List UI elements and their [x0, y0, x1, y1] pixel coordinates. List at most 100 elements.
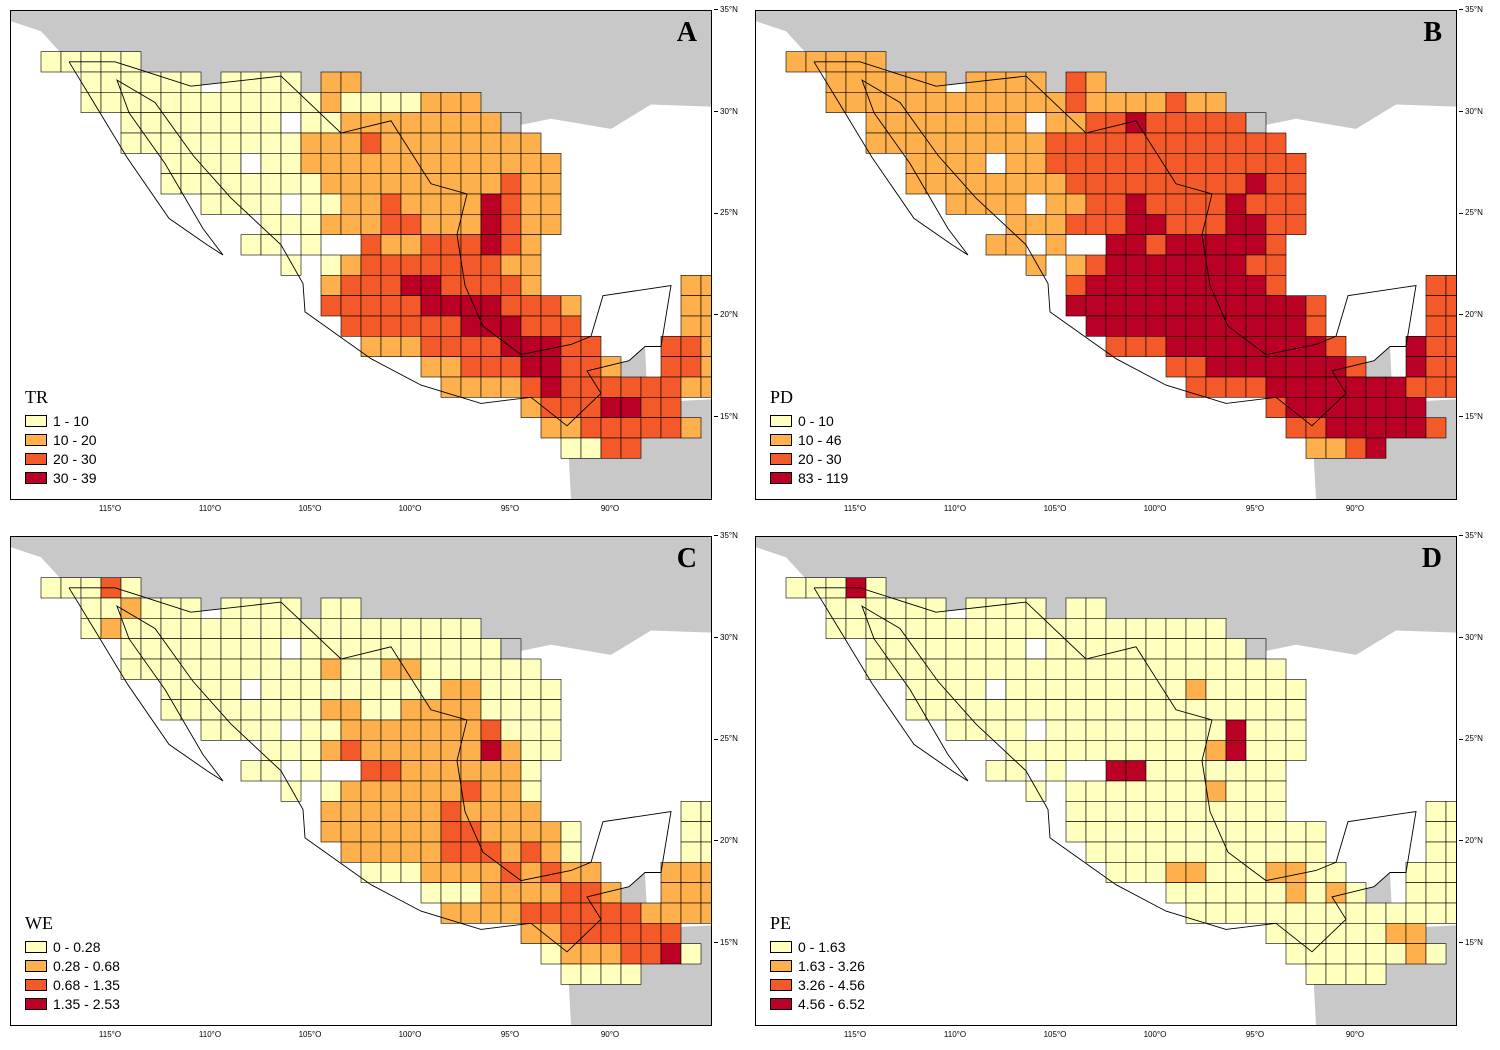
grid-cell	[520, 254, 542, 276]
grid-cell	[1205, 719, 1227, 741]
longitude-tick-label: 115°O	[843, 1030, 867, 1039]
legend-item: 0.28 - 0.68	[25, 956, 120, 975]
grid-cell	[1445, 841, 1456, 863]
grid-cell	[320, 699, 342, 721]
grid-cell	[480, 821, 502, 843]
grid-cell	[1345, 376, 1367, 398]
legend-swatch	[25, 978, 47, 991]
grid-cell	[965, 132, 987, 154]
grid-cell	[580, 396, 602, 418]
grid-cell	[540, 719, 562, 741]
grid-cell	[540, 821, 562, 843]
grid-cell	[1165, 780, 1187, 802]
grid-cell	[885, 92, 907, 113]
grid-cell	[640, 902, 662, 924]
grid-cell	[360, 821, 382, 843]
grid-cell	[1205, 841, 1227, 863]
grid-cell	[1405, 396, 1427, 418]
grid-cell	[1045, 193, 1067, 215]
grid-cell	[1265, 234, 1287, 256]
legend: PE 0 - 1.63 1.63 - 3.26 3.26 - 4.56 4.56…	[770, 913, 865, 1013]
grid-cell	[200, 719, 222, 741]
legend-swatch	[25, 414, 47, 427]
grid-cell	[320, 193, 342, 215]
grid-cell	[1365, 902, 1387, 924]
grid-cell	[40, 51, 62, 73]
grid-cell	[1225, 719, 1247, 741]
grid-cell	[160, 658, 182, 680]
grid-cell	[540, 315, 562, 337]
grid-cell	[1085, 740, 1107, 761]
grid-cell	[1025, 173, 1047, 195]
grid-cell	[540, 943, 562, 965]
grid-cell	[560, 841, 582, 863]
grid-cell	[1225, 740, 1247, 761]
grid-cell	[560, 396, 582, 418]
grid-cell	[1145, 214, 1167, 235]
grid-cell	[1305, 922, 1327, 944]
grid-cell	[180, 71, 202, 93]
grid-cell	[440, 882, 462, 904]
grid-cell	[1025, 658, 1047, 680]
grid-cell	[1185, 679, 1207, 700]
grid-cell	[1085, 153, 1107, 174]
grid-cell	[220, 679, 242, 700]
legend-label: 0 - 0.28	[53, 938, 101, 955]
grid-cell	[1245, 112, 1267, 134]
grid-cell	[1405, 943, 1427, 965]
grid-cell	[1085, 71, 1107, 93]
grid-cell	[400, 92, 422, 113]
grid-cell	[480, 214, 502, 235]
grid-cell	[1105, 638, 1127, 660]
grid-cell	[1045, 658, 1067, 680]
grid-cell	[340, 780, 362, 802]
grid-cell	[360, 274, 382, 296]
grid-cell	[540, 861, 562, 883]
grid-cell	[480, 760, 502, 782]
grid-cell	[140, 597, 162, 619]
grid-cell	[1105, 315, 1127, 337]
legend: TR 1 - 10 10 - 20 20 - 30 30 - 39	[25, 387, 97, 487]
grid-cell	[600, 376, 622, 398]
grid-cell	[1245, 295, 1267, 317]
grid-cell	[320, 658, 342, 680]
legend-label: 3.26 - 4.56	[798, 976, 865, 993]
grid-cell	[1265, 356, 1287, 378]
grid-cell	[885, 112, 907, 134]
grid-cell	[440, 315, 462, 337]
grid-cell	[340, 740, 362, 761]
grid-cell	[1265, 376, 1287, 398]
legend: WE 0 - 0.28 0.28 - 0.68 0.68 - 1.35 1.35…	[25, 913, 120, 1013]
grid-cell	[1165, 112, 1187, 134]
grid-cell	[480, 699, 502, 721]
grid-cell	[945, 719, 967, 741]
grid-cell	[240, 679, 262, 700]
grid-cell	[1145, 335, 1167, 357]
grid-cell	[520, 315, 542, 337]
grid-cell	[1245, 254, 1267, 276]
grid-cell	[400, 841, 422, 863]
grid-cell	[460, 658, 482, 680]
grid-cell	[985, 193, 1007, 215]
grid-cell	[1105, 740, 1127, 761]
grid-cell	[400, 821, 422, 843]
grid-cell	[200, 112, 222, 134]
grid-cell	[420, 132, 442, 154]
latitude-tick-label: 30°N	[1459, 633, 1483, 642]
grid-cell	[1025, 112, 1047, 134]
grid-cell	[460, 618, 482, 639]
grid-cell	[400, 780, 422, 802]
grid-cell	[1385, 417, 1407, 439]
grid-cell	[1285, 679, 1307, 700]
grid-cell	[1085, 214, 1107, 235]
grid-cell	[340, 71, 362, 93]
grid-cell	[1065, 193, 1087, 215]
grid-cell	[1185, 274, 1207, 296]
grid-cell	[340, 274, 362, 296]
grid-cell	[380, 780, 402, 802]
grid-cell	[1405, 902, 1427, 924]
grid-cell	[420, 214, 442, 235]
grid-cell	[520, 376, 542, 398]
latitude-tick-label: 30°N	[714, 633, 738, 642]
grid-cell	[620, 376, 642, 398]
